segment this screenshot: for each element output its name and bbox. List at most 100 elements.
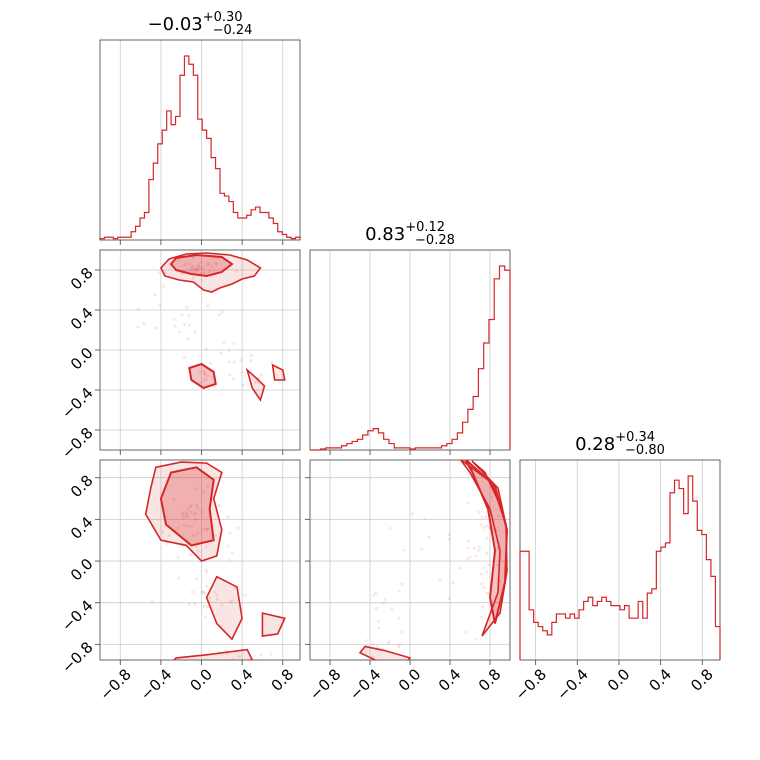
sample-point bbox=[213, 590, 217, 594]
ytick-label: −0.8 bbox=[58, 424, 96, 462]
sample-point bbox=[480, 515, 484, 519]
sample-point bbox=[200, 279, 204, 283]
sample-point bbox=[188, 504, 192, 508]
sample-point bbox=[477, 510, 481, 514]
sample-point bbox=[236, 526, 240, 530]
sample-point bbox=[427, 535, 431, 539]
sample-point bbox=[217, 503, 221, 507]
sample-point bbox=[381, 601, 385, 605]
xtick-label: −0.4 bbox=[553, 665, 591, 703]
sample-point bbox=[398, 643, 402, 647]
sample-point bbox=[482, 585, 486, 589]
title-median: 0.83 bbox=[365, 224, 405, 245]
title-plus: +0.34 bbox=[615, 430, 655, 445]
xtick-label: −0.4 bbox=[137, 665, 175, 703]
sample-point bbox=[206, 262, 210, 266]
sample-point bbox=[466, 546, 470, 550]
sample-point bbox=[189, 553, 193, 557]
sample-point bbox=[204, 527, 208, 531]
sample-point bbox=[269, 652, 273, 656]
sample-point bbox=[206, 485, 210, 489]
sample-point bbox=[172, 497, 176, 501]
xtick-label: 0.8 bbox=[475, 665, 505, 695]
sample-point bbox=[187, 313, 191, 317]
sample-point bbox=[176, 526, 180, 530]
sample-point bbox=[464, 630, 468, 634]
sample-point bbox=[177, 576, 181, 580]
panel-0-0 bbox=[99, 39, 301, 245]
sample-point bbox=[217, 313, 221, 317]
sample-point bbox=[206, 527, 210, 531]
sample-point bbox=[487, 525, 491, 529]
sample-point bbox=[371, 655, 375, 659]
sample-point bbox=[202, 490, 206, 494]
panel-0-2 bbox=[95, 459, 301, 665]
sample-point bbox=[190, 524, 194, 528]
sample-point bbox=[249, 359, 253, 363]
panel-2-2 bbox=[519, 459, 721, 665]
sample-point bbox=[219, 351, 223, 355]
sample-point bbox=[191, 267, 195, 271]
sample-point bbox=[484, 515, 488, 519]
sample-point bbox=[191, 533, 195, 537]
sample-point bbox=[178, 330, 182, 334]
title-minus: −0.24 bbox=[213, 23, 253, 38]
sample-point bbox=[204, 527, 208, 531]
sample-point bbox=[215, 594, 219, 598]
title-2: 0.28+0.34 −0.80 bbox=[575, 430, 665, 458]
sample-point bbox=[204, 545, 208, 549]
sample-point bbox=[420, 547, 424, 551]
sample-point bbox=[468, 555, 472, 559]
sample-point bbox=[195, 506, 199, 510]
sample-point bbox=[209, 361, 213, 365]
sample-point bbox=[153, 293, 157, 297]
xtick-label: −0.8 bbox=[512, 665, 550, 703]
title-minus: −0.80 bbox=[625, 443, 665, 458]
sample-point bbox=[229, 600, 233, 604]
sample-point bbox=[191, 265, 195, 269]
ytick-label: −0.8 bbox=[58, 638, 96, 676]
title-minus: −0.28 bbox=[415, 233, 455, 248]
sample-point bbox=[200, 590, 204, 594]
sample-point bbox=[474, 554, 478, 558]
sample-point bbox=[172, 317, 176, 321]
xtick-label: 0.0 bbox=[395, 665, 425, 695]
sample-point bbox=[194, 511, 198, 515]
sample-point bbox=[184, 511, 188, 515]
sample-point bbox=[188, 268, 192, 272]
xtick-label: 0.0 bbox=[186, 665, 216, 695]
sample-point bbox=[485, 552, 489, 556]
sample-point bbox=[400, 630, 404, 634]
sample-point bbox=[220, 310, 224, 314]
sample-point bbox=[202, 591, 206, 595]
sample-point bbox=[157, 271, 161, 275]
sample-point bbox=[215, 597, 219, 601]
xtick-label: −0.8 bbox=[306, 665, 344, 703]
sample-point bbox=[235, 269, 239, 273]
sample-point bbox=[213, 533, 217, 537]
sample-point bbox=[222, 341, 226, 345]
panel-content bbox=[144, 461, 286, 660]
title-1: 0.83+0.12 −0.28 bbox=[365, 220, 455, 248]
sample-point bbox=[225, 652, 229, 656]
sample-point bbox=[495, 548, 499, 552]
sample-point bbox=[475, 637, 479, 641]
contour-outer bbox=[261, 612, 286, 637]
sample-point bbox=[196, 549, 200, 553]
sample-point bbox=[180, 511, 184, 515]
sample-point bbox=[193, 268, 197, 272]
sample-point bbox=[214, 262, 218, 266]
xtick-label: 0.4 bbox=[646, 665, 676, 695]
sample-point bbox=[163, 271, 167, 275]
sample-point bbox=[196, 266, 200, 270]
sample-point bbox=[196, 532, 200, 536]
sample-point bbox=[206, 262, 210, 266]
sample-point bbox=[182, 355, 186, 359]
sample-point bbox=[203, 271, 207, 275]
sample-point bbox=[204, 347, 208, 351]
title-plus: +0.30 bbox=[203, 10, 243, 25]
xtick-label: 0.8 bbox=[268, 665, 298, 695]
sample-point bbox=[239, 358, 243, 362]
sample-point bbox=[173, 324, 177, 328]
